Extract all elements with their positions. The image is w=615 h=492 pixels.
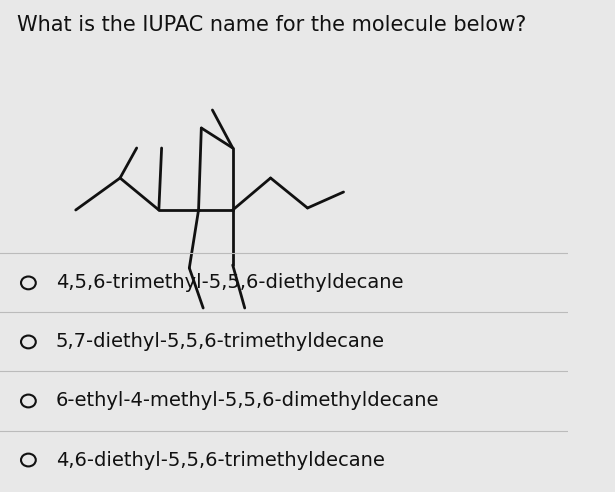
Text: 5,7-diethyl-5,5,6-trimethyldecane: 5,7-diethyl-5,5,6-trimethyldecane bbox=[56, 333, 384, 351]
Text: What is the IUPAC name for the molecule below?: What is the IUPAC name for the molecule … bbox=[17, 15, 526, 35]
Text: 4,6-diethyl-5,5,6-trimethyldecane: 4,6-diethyl-5,5,6-trimethyldecane bbox=[56, 451, 384, 469]
Text: 4,5,6-trimethyl-5,5,6-diethyldecane: 4,5,6-trimethyl-5,5,6-diethyldecane bbox=[56, 274, 403, 292]
Text: 6-ethyl-4-methyl-5,5,6-dimethyldecane: 6-ethyl-4-methyl-5,5,6-dimethyldecane bbox=[56, 392, 439, 410]
